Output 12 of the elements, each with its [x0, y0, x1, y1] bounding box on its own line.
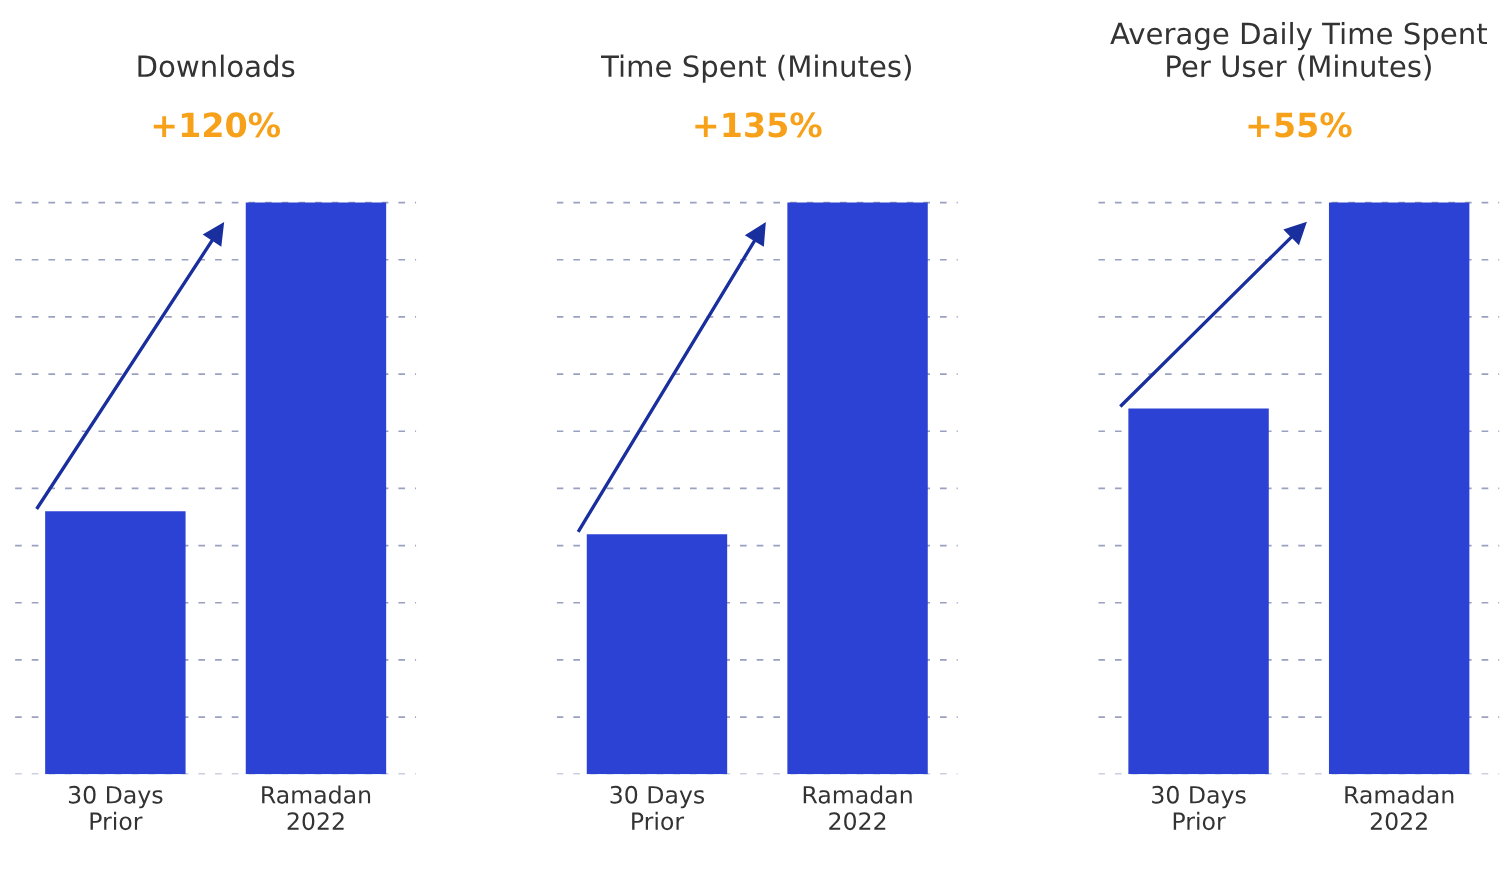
text: +55% [1248, 112, 1352, 138]
text: +120% [153, 112, 281, 138]
chart-title: Downloads [138, 54, 295, 78]
x-tick-label: 30 Days Prior [610, 785, 705, 831]
x-tick-label: Ramadan 2022 [1345, 785, 1454, 831]
text: +135% [695, 112, 822, 138]
x-tick-label: Ramadan 2022 [262, 785, 371, 831]
x-tick-label: Ramadan 2022 [803, 785, 912, 831]
chart-title: Time Spent (Minutes) [601, 54, 911, 83]
x-tick-label: 30 Days Prior [1152, 785, 1246, 831]
chart-title: Average Daily Time Spent Per User (Minutes) [1110, 21, 1487, 81]
x-tick-label: 30 Days Prior [68, 785, 163, 831]
